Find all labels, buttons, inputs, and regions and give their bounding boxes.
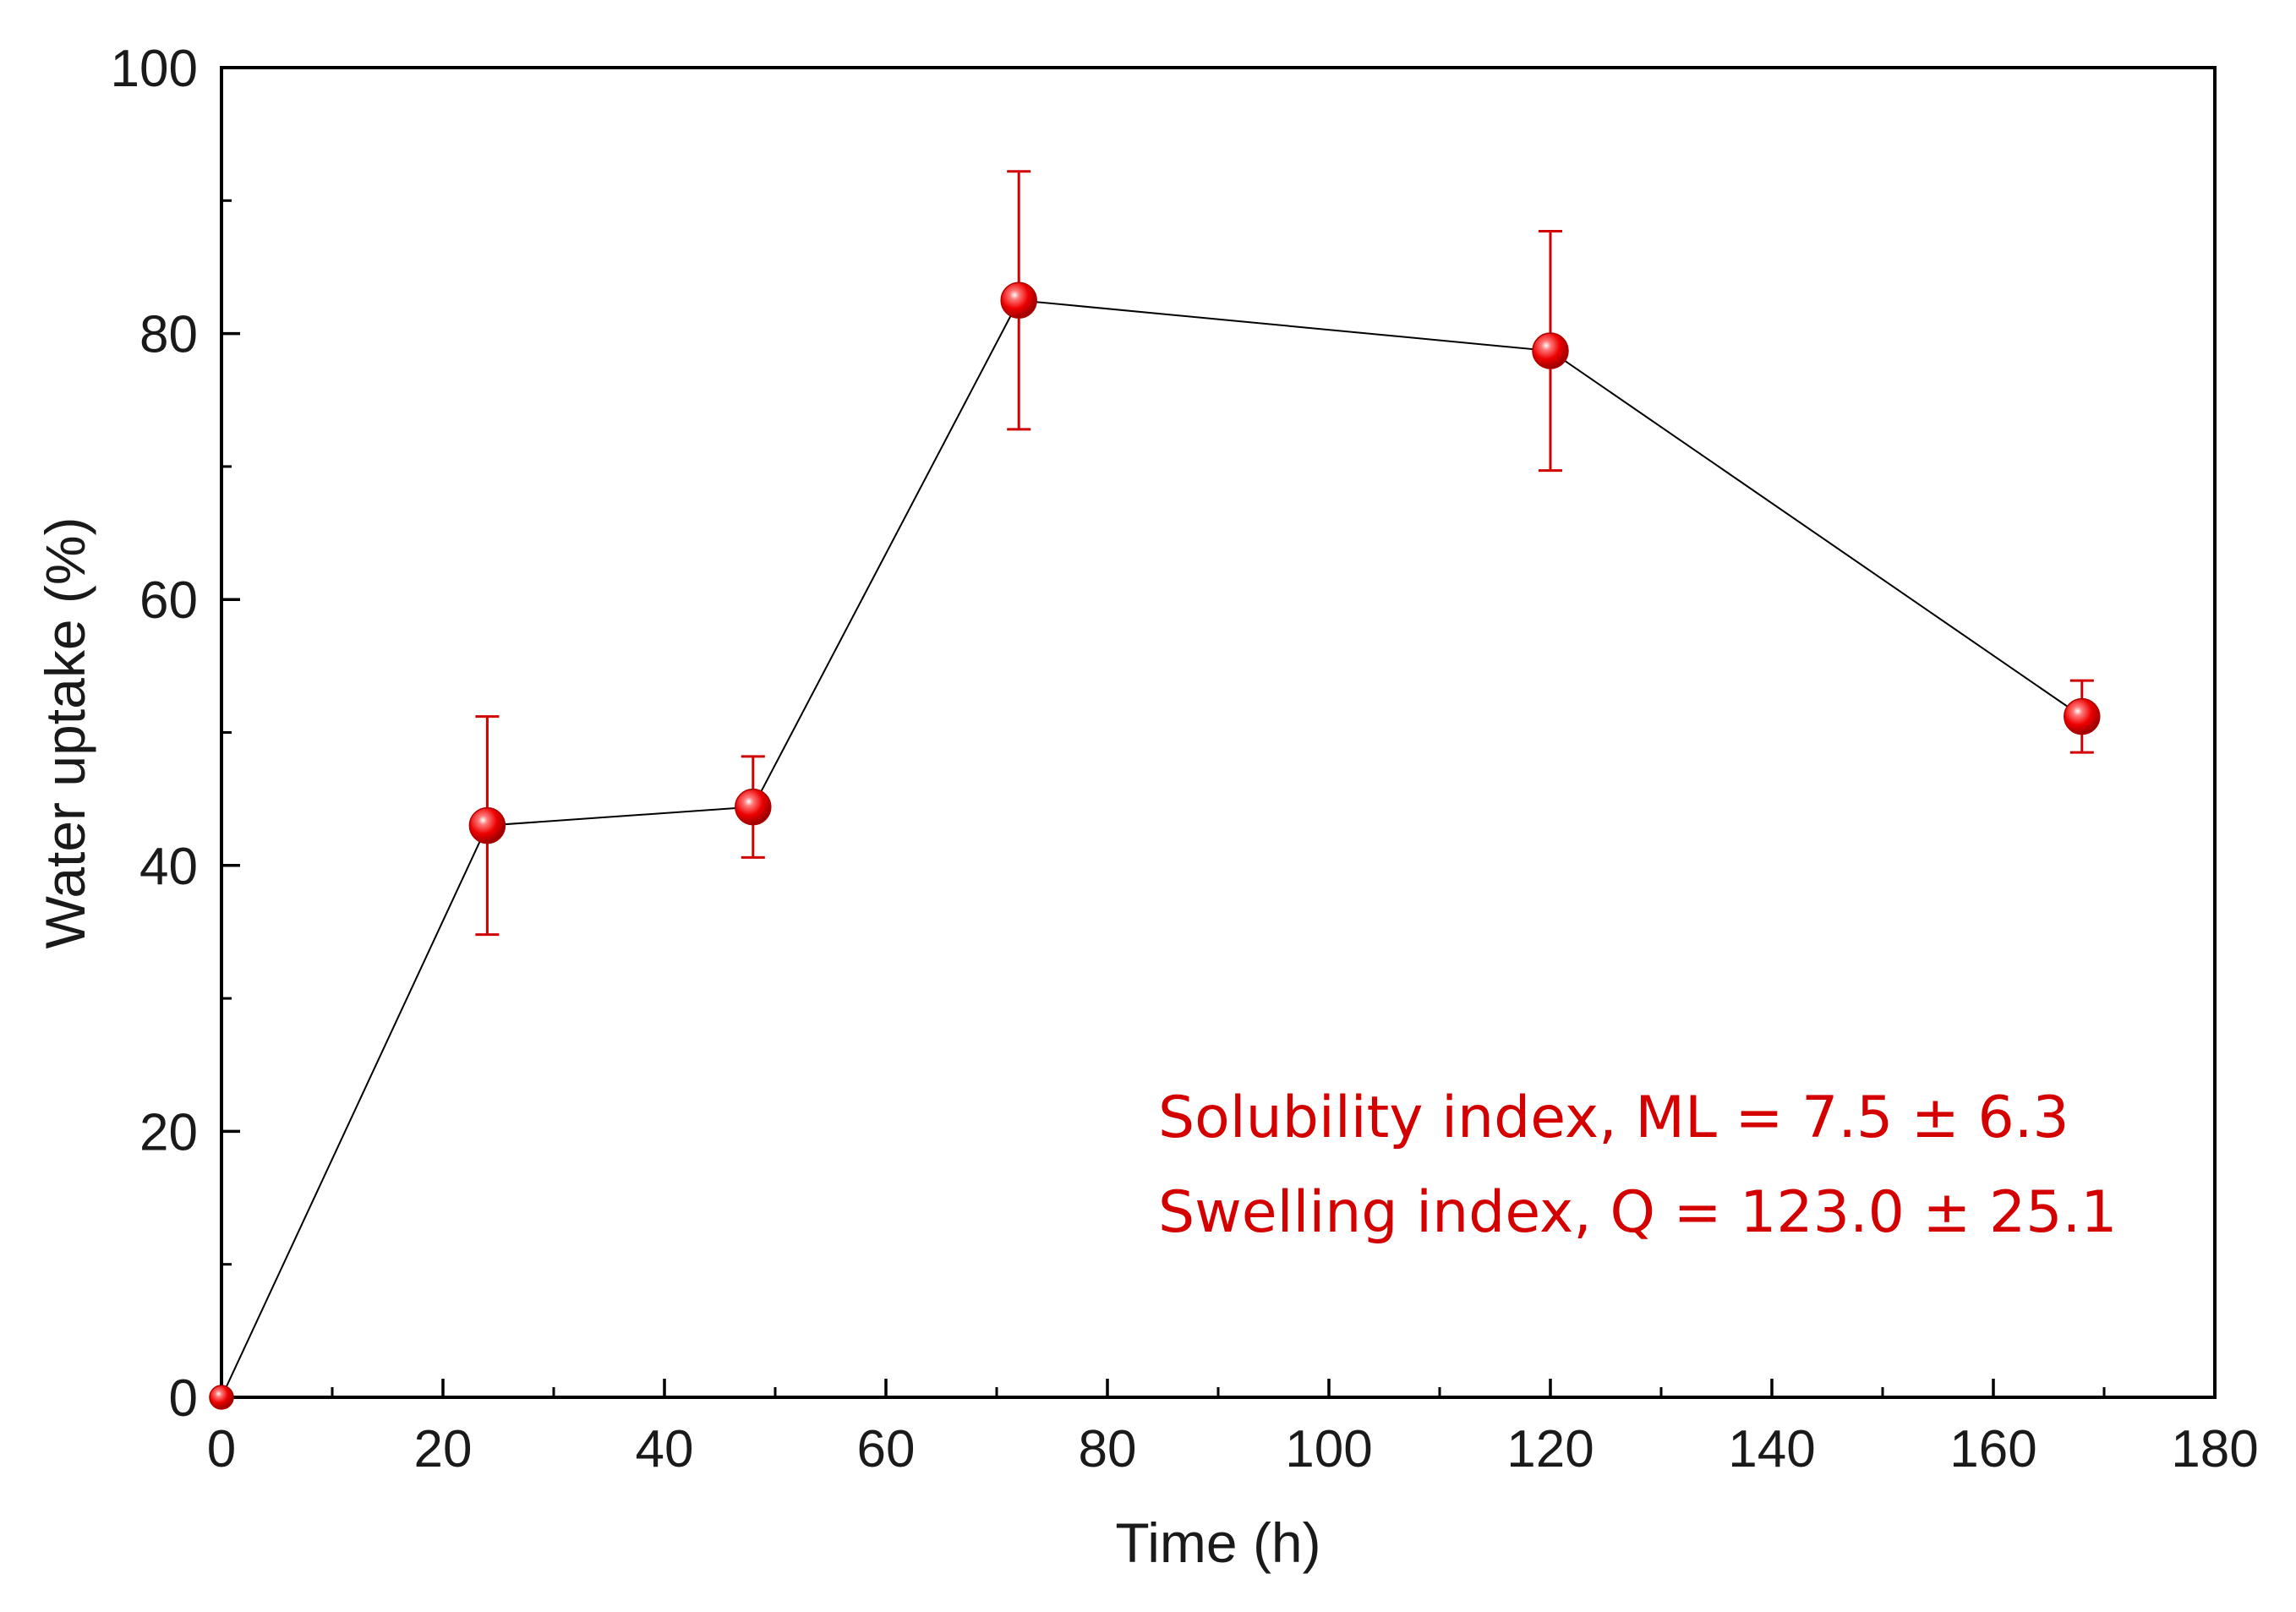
swelling-index-annotation: Swelling index, Q = 123.0 ± 25.1: [1158, 1179, 2117, 1246]
x-tick-label: 160: [1949, 1420, 2036, 1478]
x-tick-label: 140: [1728, 1420, 1815, 1478]
x-tick-label: 100: [1285, 1420, 1372, 1478]
x-tick-label: 120: [1506, 1420, 1594, 1478]
data-points-layer: [209, 281, 2101, 1410]
error-bars-layer: [475, 170, 2094, 937]
series-line: [221, 299, 2083, 1398]
y-tick-label: 0: [169, 1369, 198, 1428]
y-tick-label: 40: [139, 838, 198, 896]
y-tick-labels: 0 20 40 60 80 100: [111, 40, 198, 1428]
data-point: [1532, 332, 1569, 369]
y-tick-label: 100: [111, 40, 198, 98]
y-tick-label: 60: [139, 571, 198, 630]
x-tick-labels: 0 20 40 60 80 100 120 140 160 180: [207, 1420, 2259, 1478]
x-tick-label: 0: [207, 1420, 236, 1478]
data-point: [1000, 281, 1037, 320]
x-tick-label: 60: [857, 1420, 916, 1478]
y-tick-label: 80: [139, 306, 198, 364]
y-axis-title: Water uptake (%): [34, 516, 96, 948]
data-point: [468, 806, 506, 844]
x-tick-label: 20: [414, 1420, 473, 1478]
x-tick-label: 40: [636, 1420, 694, 1478]
x-tick-label: 180: [2171, 1420, 2258, 1478]
y-tick-label: 20: [139, 1103, 198, 1161]
axis-ticks: [220, 66, 2217, 1399]
data-point: [2064, 697, 2101, 735]
series-line-layer: [221, 299, 2083, 1398]
solubility-index-annotation: Solubility index, ML = 7.5 ± 6.3: [1158, 1085, 2069, 1151]
data-point: [209, 1385, 234, 1410]
data-point: [735, 788, 772, 826]
x-tick-label: 80: [1079, 1420, 1137, 1478]
x-axis-title: Time (h): [1115, 1511, 1320, 1574]
